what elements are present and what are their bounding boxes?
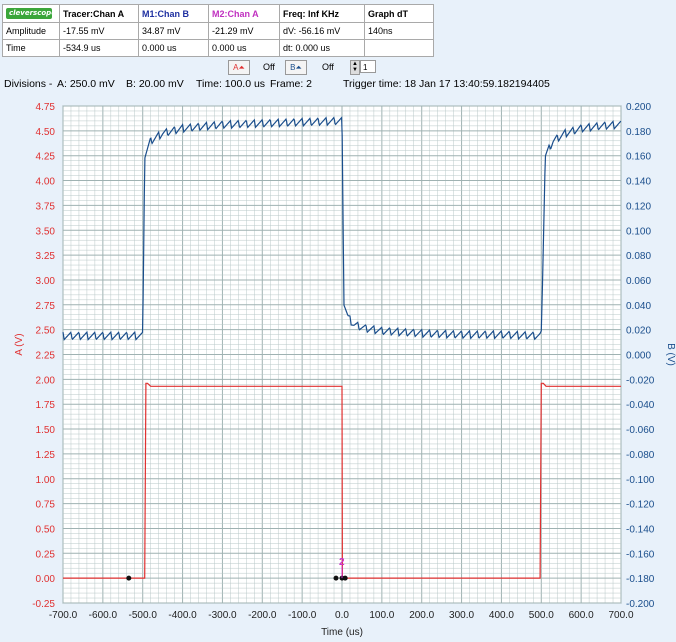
divisions-a: A: 250.0 mV <box>57 78 115 90</box>
trigger-time: Trigger time: 18 Jan 17 13:40:59.1821944… <box>343 78 550 90</box>
y-left-tick-label: 2.75 <box>36 301 56 312</box>
y-left-tick-label: 4.50 <box>36 127 56 138</box>
channel-b-toggle-button[interactable]: B⏶ <box>285 60 307 75</box>
y-right-tick-label: -0.140 <box>626 524 655 535</box>
x-tick-label: -200.0 <box>248 610 277 621</box>
x-axis-label: Time (us) <box>321 627 363 638</box>
time-tracer: -534.9 us <box>59 39 139 57</box>
y-right-tick-label: 0.160 <box>626 152 651 163</box>
y-left-tick-label: 0.00 <box>36 574 56 585</box>
y-left-tick-label: 2.00 <box>36 375 56 386</box>
divisions-prefix: Divisions - <box>4 78 53 90</box>
x-tick-label: -600.0 <box>89 610 118 621</box>
y-left-tick-label: 2.25 <box>36 351 56 362</box>
x-tick-label: 500.0 <box>529 610 554 621</box>
x-tick-label: -100.0 <box>288 610 317 621</box>
x-tick-label: -700.0 <box>49 610 78 621</box>
y-left-tick-label: 3.00 <box>36 276 56 287</box>
y-right-tick-label: -0.200 <box>626 599 655 610</box>
y-right-tick-label: 0.000 <box>626 351 651 362</box>
y-right-tick-label: -0.100 <box>626 475 655 486</box>
y-right-axis-label: B (V) <box>665 343 676 366</box>
x-tick-label: 600.0 <box>569 610 594 621</box>
y-right-tick-label: 0.020 <box>626 326 651 337</box>
channel-b-state: Off <box>322 62 334 72</box>
y-left-tick-label: 0.75 <box>36 500 56 511</box>
y-left-axis-label: A (V) <box>14 333 25 355</box>
y-right-tick-label: 0.140 <box>626 177 651 188</box>
y-left-tick-label: 1.75 <box>36 400 56 411</box>
y-left-tick-label: 3.50 <box>36 226 56 237</box>
y-left-tick-label: 0.25 <box>36 549 56 560</box>
y-right-tick-label: 0.040 <box>626 301 651 312</box>
time-empty <box>364 39 434 57</box>
y-left-tick-label: 4.25 <box>36 152 56 163</box>
x-tick-label: 700.0 <box>608 610 633 621</box>
y-left-tick-label: 2.50 <box>36 326 56 337</box>
y-right-tick-label: 0.200 <box>626 102 651 113</box>
channel-a-trace <box>63 382 621 579</box>
channel-a-state: Off <box>263 62 275 72</box>
x-tick-label: -500.0 <box>129 610 158 621</box>
cursor-dot <box>333 575 339 581</box>
cursor-dot <box>342 575 348 581</box>
y-right-tick-label: -0.080 <box>626 450 655 461</box>
channel-b-trace <box>62 116 622 341</box>
x-tick-label: 200.0 <box>409 610 434 621</box>
x-tick-label: 0.0 <box>335 610 349 621</box>
x-tick-label: 400.0 <box>489 610 514 621</box>
y-right-tick-label: -0.120 <box>626 500 655 511</box>
cursor-dot <box>126 575 132 581</box>
y-right-tick-label: 0.180 <box>626 127 651 138</box>
x-tick-label: 300.0 <box>449 610 474 621</box>
y-right-tick-label: -0.060 <box>626 425 655 436</box>
y-left-tick-label: 0.50 <box>36 524 56 535</box>
y-right-tick-label: -0.160 <box>626 549 655 560</box>
marker-label: 2 <box>339 557 345 568</box>
y-right-tick-label: -0.020 <box>626 375 655 386</box>
spin-down-icon: ▼ <box>352 67 358 73</box>
y-left-tick-label: -0.25 <box>32 599 55 610</box>
y-left-tick-label: 1.50 <box>36 425 56 436</box>
measurement-table: cleverscope Tracer:Chan A M1:Chan B M2:C… <box>2 4 434 57</box>
y-left-tick-label: 1.00 <box>36 475 56 486</box>
y-right-tick-label: 0.060 <box>626 276 651 287</box>
y-left-tick-label: 3.75 <box>36 201 56 212</box>
frame-spinner-value[interactable]: 1 <box>360 60 376 73</box>
y-right-tick-label: 0.100 <box>626 226 651 237</box>
x-tick-label: -300.0 <box>208 610 237 621</box>
x-tick-label: 100.0 <box>369 610 394 621</box>
y-right-tick-label: -0.180 <box>626 574 655 585</box>
y-right-tick-label: 0.080 <box>626 251 651 262</box>
cleverscope-logo: cleverscope <box>6 8 56 20</box>
divisions-b: B: 20.00 mV <box>126 78 184 90</box>
channel-a-toggle-button[interactable]: A⏶ <box>228 60 250 75</box>
y-left-tick-label: 4.75 <box>36 102 56 113</box>
divisions-frame: Frame: 2 <box>270 78 313 90</box>
y-left-tick-label: 1.25 <box>36 450 56 461</box>
waveform-icon: ⏶ <box>238 63 245 72</box>
y-left-tick-label: 3.25 <box>36 251 56 262</box>
y-left-tick-label: 4.00 <box>36 177 56 188</box>
frame-spinner-arrows[interactable]: ▲ ▼ <box>350 60 360 75</box>
spin-up-icon: ▲ <box>352 61 358 67</box>
divisions-time: Time: 100.0 us <box>196 78 266 90</box>
y-right-tick-label: -0.040 <box>626 400 655 411</box>
waveform-icon: ⏶ <box>295 63 302 72</box>
y-right-tick-label: 0.120 <box>626 201 651 212</box>
x-tick-label: -400.0 <box>168 610 197 621</box>
